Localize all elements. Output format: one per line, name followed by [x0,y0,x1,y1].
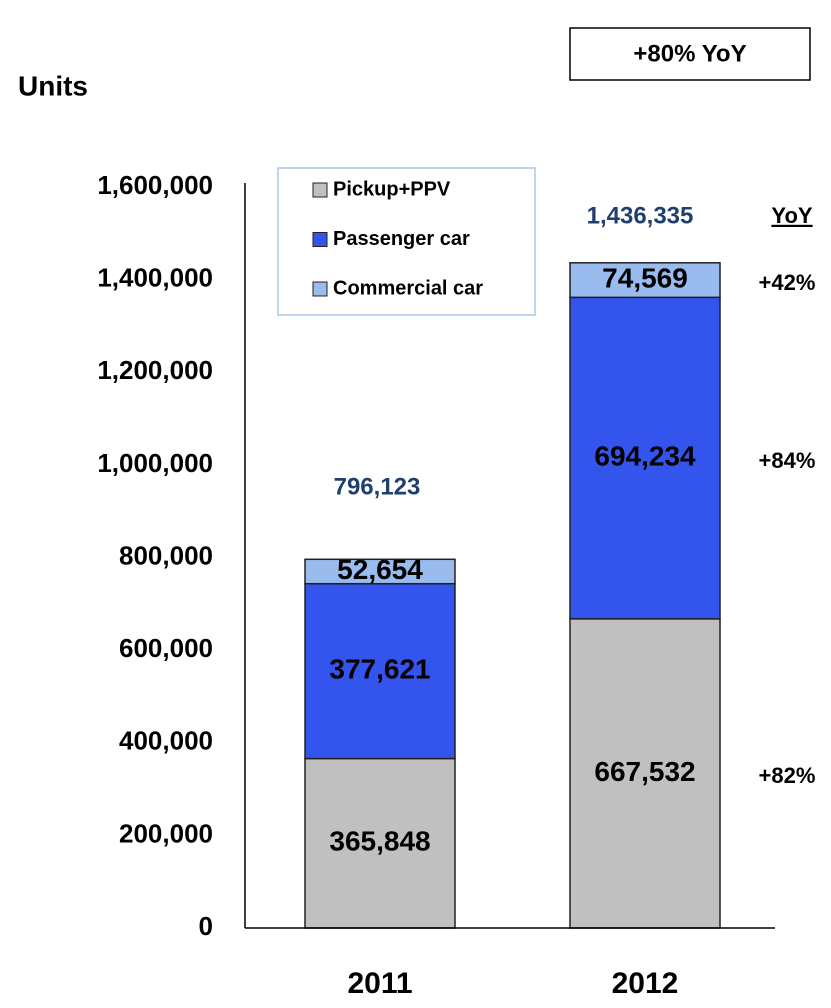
data-label: 365,848 [329,826,430,857]
legend-swatch [312,232,328,247]
data-label: 667,532 [594,756,695,787]
y-tick-label: 1,000,000 [97,448,213,478]
bar-segment [569,296,721,620]
chart-title: +80% YoY [633,40,746,67]
data-label: 74,569 [602,262,688,293]
bar-segment [304,558,456,585]
total-label: 1,436,335 [587,202,694,229]
bar-segment [569,618,721,929]
x-tick-label: 2011 [347,967,412,1000]
yoy-label: +42% [759,270,816,295]
y-tick-label: 600,000 [119,633,213,663]
legend-swatch [312,182,328,198]
data-label: 52,654 [337,554,423,585]
title-box [569,27,811,81]
bar-segment [569,262,721,299]
legend-label: Pickup+PPV [333,178,451,200]
yoy-label: +82% [759,763,816,788]
y-axis-label: Units [18,70,88,101]
y-tick-label: 400,000 [119,726,213,756]
y-tick-label: 1,600,000 [97,170,213,200]
y-tick-label: 1,200,000 [97,355,213,385]
yoy-header: YoY [771,203,812,228]
legend-label: Passenger car [333,228,470,250]
y-tick-label: 200,000 [119,818,213,848]
bar-segment [304,582,456,760]
y-tick-label: 800,000 [119,540,213,570]
data-label: 694,234 [594,440,696,471]
yoy-label: +84% [759,448,816,473]
y-tick-label: 0 [199,911,213,941]
x-tick-label: 2012 [612,967,679,1000]
legend-label: Commercial car [333,277,483,299]
legend-swatch [312,281,328,297]
y-tick-label: 1,400,000 [97,263,213,293]
data-label: 377,621 [329,654,430,685]
total-label: 796,123 [334,473,421,500]
